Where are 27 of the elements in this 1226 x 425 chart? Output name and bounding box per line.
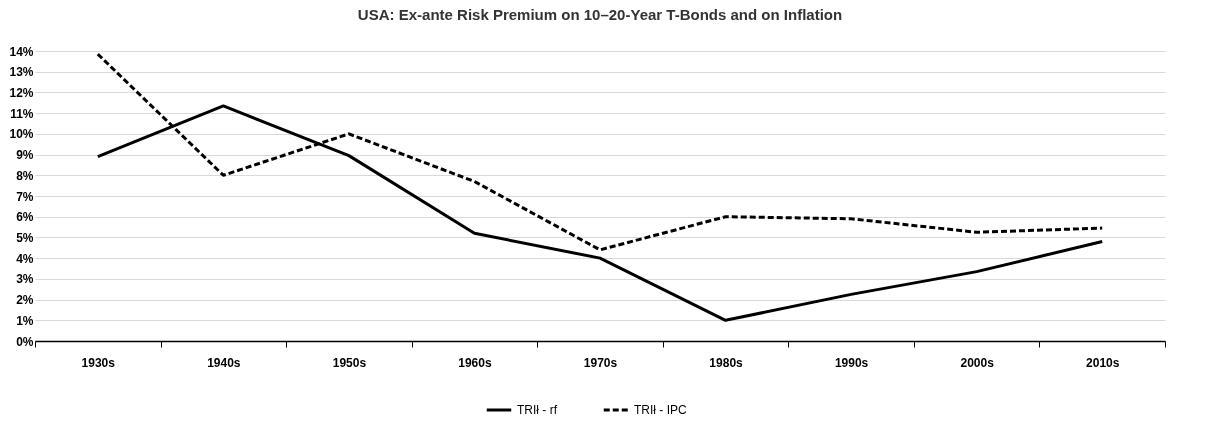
y-tick-label: 8% — [16, 168, 34, 183]
x-tick-label: 2010s — [1086, 355, 1120, 370]
legend-label: TRIł - IPC — [634, 403, 687, 417]
chart-title: USA: Ex-ante Risk Premium on 10–20-Year T-Bonds and on Inflation — [357, 6, 843, 23]
y-tick-label: 13% — [9, 65, 34, 80]
y-tick-label: 12% — [9, 85, 34, 100]
y-tick-label: 6% — [16, 210, 34, 225]
x-tick-label: 1980s — [709, 355, 744, 370]
y-tick-label: 5% — [16, 230, 34, 245]
y-tick-label: 9% — [16, 148, 34, 163]
x-tick-label: 1940s — [207, 355, 241, 370]
x-tick-label: 1930s — [81, 355, 116, 370]
legend-label: TRIł - rf — [517, 403, 558, 417]
y-tick-label: 10% — [9, 127, 34, 142]
y-tick-label: 2% — [16, 293, 34, 308]
y-tick-label: 7% — [16, 189, 34, 204]
y-tick-label: 3% — [16, 272, 34, 287]
x-tick-label: 1970s — [583, 355, 618, 370]
x-tick-label: 1960s — [458, 355, 492, 370]
x-tick-label: 2000s — [960, 355, 995, 370]
y-tick-label: 11% — [10, 106, 34, 121]
x-tick-label: 1990s — [834, 355, 869, 370]
y-tick-label: 14% — [9, 44, 34, 59]
x-tick-label: 1950s — [332, 355, 367, 370]
y-tick-label: 4% — [16, 251, 34, 266]
y-tick-label: 1% — [16, 313, 34, 328]
y-tick-label: 0% — [16, 334, 34, 349]
